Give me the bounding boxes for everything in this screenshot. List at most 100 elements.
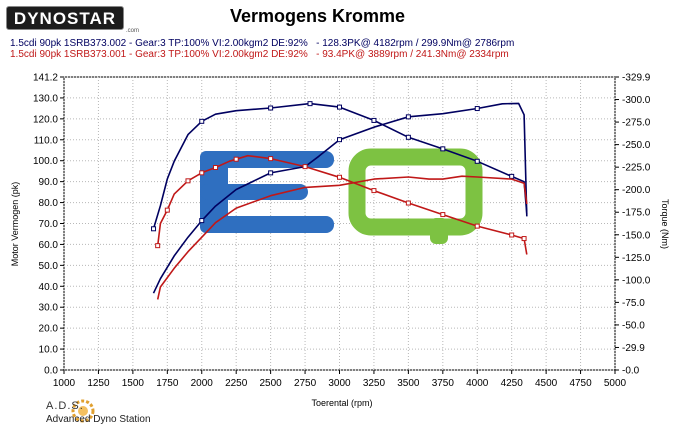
series-marker [405,134,411,140]
footer-name: A.D.S. [46,400,84,412]
x-tick-label: 1000 [53,378,76,389]
series-marker [474,223,480,229]
y-tick-label: 100.0 [33,156,58,167]
y-tick-label: 70.0 [39,219,59,230]
x-tick-label: 3000 [328,378,351,389]
y-tick-label: 0.0 [44,366,58,377]
series-marker [151,226,157,232]
series-marker [164,207,170,213]
y-tick-label: 30.0 [39,303,59,314]
y2-tick-label: -329.9 [622,73,651,84]
series-marker [474,106,480,112]
y2-tick-label: -200.0 [622,185,651,196]
y2-tick-label: -225.0 [622,163,651,174]
watermark-e-top [200,151,334,168]
chart-title: Vermogens Kromme [230,6,406,26]
logo-suffix: .com [126,28,140,34]
x-tick-label: 3500 [397,378,420,389]
watermark-e-mid [200,184,308,200]
series-marker [268,156,274,162]
series-marker [440,212,446,218]
series-marker [199,170,205,176]
chart-grid [63,76,616,371]
x-tick-label: 1250 [87,378,110,389]
y-tick-label: 50.0 [39,261,59,272]
series-marker [474,158,480,164]
series-marker [302,164,308,170]
y-tick-label: 110.0 [34,135,59,146]
series-marker [509,232,515,238]
x-tick-label: 2500 [260,378,283,389]
y2-tick-label: -300.0 [622,95,651,106]
y-tick-label: 10.0 [39,345,59,356]
y2-tick-label: -250.0 [622,140,651,151]
y-axis-label: Motor Vermogen (pk) [10,182,20,267]
series-marker [337,137,342,143]
y2-tick-label: -125.0 [622,253,651,264]
series-marker [521,236,527,242]
series-marker [199,218,205,224]
series-marker [307,101,313,107]
y2-tick-label: -175.0 [622,208,651,219]
run-info-1: 1.5cdi 90pk 1SRB373.002 - Gear:3 TP:100%… [10,38,515,49]
y-tick-label: 60.0 [39,240,59,251]
series-line-power [152,102,528,294]
x-tick-label: 2250 [225,378,248,389]
series-marker [371,188,377,194]
series-line-power [156,175,528,300]
series-marker [268,105,274,111]
x-tick-label: 2000 [191,378,214,389]
series-marker [337,104,342,110]
x-tick-label: 4000 [466,378,489,389]
y-tick-label: 130.0 [33,93,58,104]
series-line-torque [152,102,528,230]
x-tick-label: 3250 [363,378,386,389]
run-info-2: 1.5cdi 90pk 1SRB373.001 - Gear:3 TP:100%… [10,49,509,60]
ads-gear-icon [71,399,95,423]
x-axis-label: Toerental (rpm) [311,398,372,408]
series-marker [155,243,161,249]
dynostar-logo: DYNOSTAR [6,6,124,30]
footer-subtitle: Advanced Dyno Station [46,414,151,425]
y2-tick-label: -100.0 [622,275,651,286]
y-tick-label: 141.2 [33,73,58,84]
y2-tick-label: -29.9 [622,343,645,354]
x-tick-label: 4750 [569,378,592,389]
series-marker [185,178,191,184]
series-marker [337,174,342,180]
y-tick-label: 80.0 [39,198,59,209]
y2-axis-label: Torque (Nm) [660,199,670,249]
x-tick-label: 1750 [156,378,179,389]
eq-watermark [200,148,483,244]
x-tick-label: 4250 [501,378,524,389]
series-marker [213,165,219,171]
y-tick-label: 40.0 [39,282,59,293]
y-tick-label: 20.0 [39,324,59,335]
y2-tick-label: -150.0 [622,230,651,241]
series-marker [371,117,377,123]
watermark-q-ring [348,148,483,236]
series-marker [405,114,411,120]
watermark-q-tail [430,218,448,244]
series-marker [233,156,239,162]
chart-axes: 1000 1250 1500 1750 2000 2250 2500 2750 3000 3250… [33,73,651,390]
series-marker [440,146,446,152]
series-marker [268,170,274,176]
y-tick-label: 120.0 [33,114,58,125]
x-tick-label: 5000 [604,378,627,389]
x-tick-label: 3750 [432,378,455,389]
y-tick-label: 90.0 [39,177,59,188]
chart-series [151,101,528,300]
y2-tick-label: -275.0 [622,118,651,129]
series-marker [199,118,205,124]
x-tick-label: 1500 [122,378,145,389]
y2-tick-label: -50.0 [622,320,645,331]
watermark-e-bottom [200,216,334,233]
x-tick-label: 2750 [294,378,317,389]
series-marker [509,173,515,179]
x-tick-label: 4500 [535,378,558,389]
y2-tick-label: -75.0 [622,298,645,309]
y2-tick-label: -0.0 [622,366,640,377]
series-marker [405,200,411,206]
